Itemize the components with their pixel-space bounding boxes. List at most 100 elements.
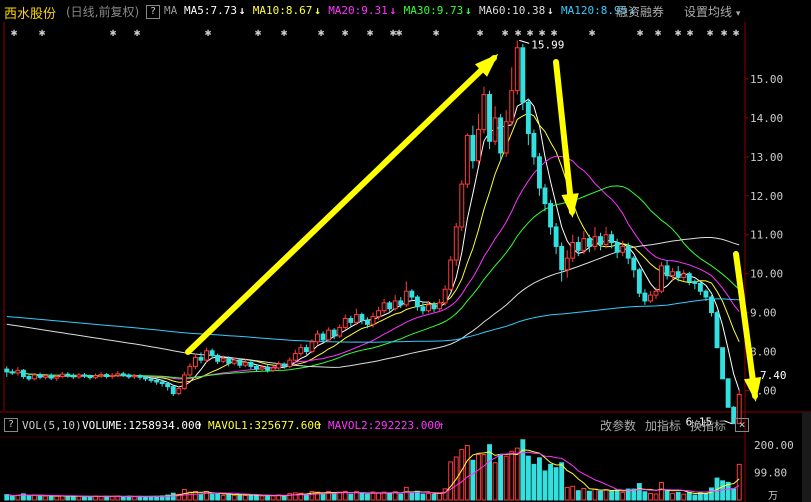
candle-body [481,94,487,131]
ma-item-ma5: MA5:7.73 [184,4,237,17]
volume-bar [387,492,393,501]
candle-body [426,304,431,312]
candle-body [359,314,365,321]
volume-bar [636,483,642,501]
volume-bar [137,495,143,501]
ma-item-ma30: MA30:9.73 [403,4,464,17]
help-icon[interactable]: ? [146,5,160,19]
candle-body [192,356,198,367]
candle-body [470,134,476,162]
volume-bar [26,495,32,501]
volume-bar [181,488,187,501]
volume-bar [32,494,37,501]
event-marker-icon: ✱ [733,26,740,39]
volume-bar [131,496,137,501]
volume-bar [54,495,60,501]
volume-bar [525,455,531,501]
volume-bar [631,488,637,501]
volume-bar [93,495,98,501]
candle-body [143,376,148,380]
event-marker-icon: ✱ [539,26,546,39]
candle-body [209,350,215,356]
event-marker-icon: ✱ [255,26,262,39]
event-marker-icon: ✱ [589,26,596,39]
volume-help-icon[interactable]: ? [4,418,18,432]
candle-body [653,290,659,296]
volume-bar [48,495,54,501]
candle-body [487,94,492,142]
candle-body [525,101,531,134]
close-icon[interactable]: × [735,418,749,432]
event-marker-icon: ✱ [655,26,662,39]
candle-body [453,226,459,261]
candle-body [87,375,93,379]
candle-body [292,353,298,361]
volume-bar [537,457,542,501]
volume-bar [437,492,443,501]
volume-bar [270,495,276,501]
candle-body [276,363,282,369]
volume-bar [697,491,703,501]
candle-body [681,273,687,279]
candle-body [331,329,337,337]
ma-line-120 [6,298,740,343]
candle-body [26,376,32,380]
margin-trading-link[interactable]: 融资融券 [616,5,665,19]
candle-body [315,333,320,343]
period-label[interactable]: (日线,前复权) [66,5,140,19]
volume-bar [359,492,365,501]
candle-body [492,117,498,142]
event-marker-icon: ✱ [433,26,440,39]
volume-bar [159,495,165,501]
candle-body [475,129,481,162]
volume-bar [475,454,481,501]
candle-body [298,347,304,355]
volume-bar [686,491,692,501]
volume-bar [453,456,459,501]
edit-params-button[interactable]: 改参数 [600,419,637,433]
volume-bar [4,494,10,501]
volume-bar [609,490,615,501]
volume-value: VOLUME:1258934.000 [82,419,202,432]
add-indicator-button[interactable]: 加指标 [645,419,682,433]
candle-body [281,363,287,367]
y-tick-label: 9.00 [750,307,777,320]
volume-bar [492,462,498,501]
candle-body [76,374,82,378]
candle-body [98,374,104,377]
event-marker-icon: ✱ [527,26,534,39]
candle-body [592,236,598,247]
mavol-line-5 [6,449,740,498]
candle-body [337,326,343,337]
ma-settings-label: 设置均线 [684,5,733,19]
vol-tick-label: 99.80 [754,467,787,480]
volume-indicator-name: VOL(5,10) [22,419,82,432]
volume-bar [148,495,154,501]
volume-bar [620,491,626,501]
volume-bar [59,495,65,501]
candle-body [381,302,387,312]
ma-line-30 [6,185,740,379]
volume-bar [398,493,404,501]
volume-bar [514,447,520,501]
volume-bar [9,495,15,501]
candle-body [20,369,26,378]
volume-bar [320,492,326,501]
volume-bar [242,494,248,501]
ma-settings-button[interactable]: 设置均线 ▾ [684,3,740,20]
candle-body [342,317,348,328]
volume-bar [642,491,648,501]
volume-bar [204,491,209,501]
y-tick-label: 14.00 [750,112,783,125]
volume-bar [254,494,259,501]
candle-body [365,319,370,325]
candle-body [170,386,176,395]
volume-bar [176,493,182,501]
volume-bar [287,493,293,501]
volume-bar [98,495,104,501]
candle-body [231,359,237,364]
switch-indicator-button[interactable]: 换指标 [690,419,727,433]
candle-body [154,379,160,383]
volume-bar [592,488,598,501]
candle-body [126,374,132,378]
